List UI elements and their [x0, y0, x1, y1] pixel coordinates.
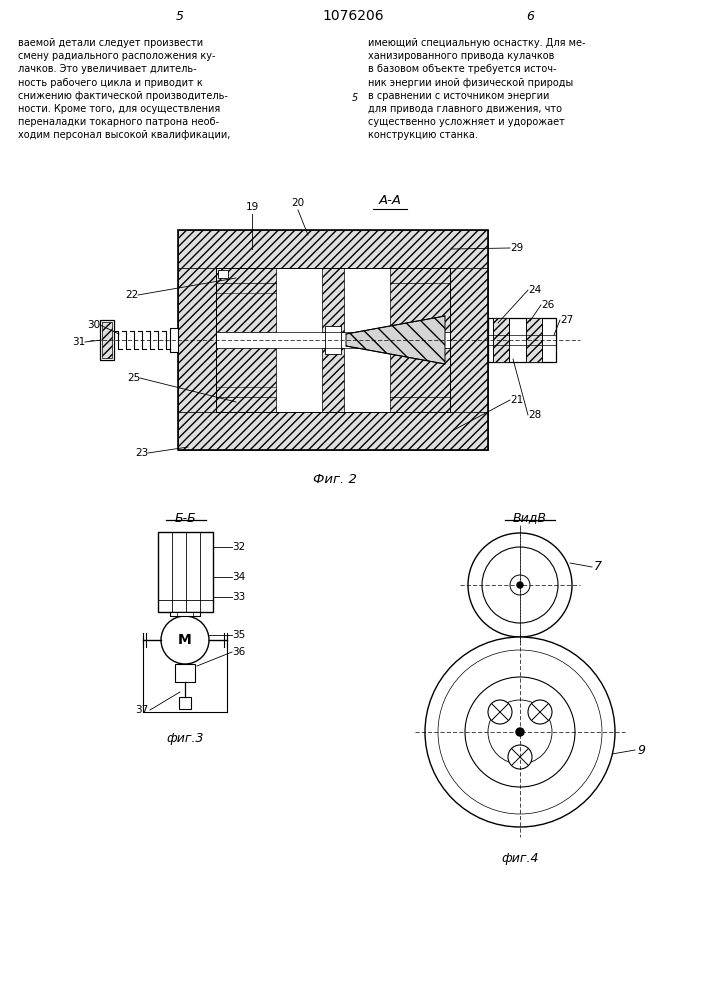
- Text: 37: 37: [135, 705, 148, 715]
- Circle shape: [516, 728, 524, 736]
- Text: 6: 6: [526, 10, 534, 23]
- Text: в сравнении с источником энергии: в сравнении с источником энергии: [368, 91, 549, 101]
- Circle shape: [465, 677, 575, 787]
- Text: 5: 5: [352, 93, 358, 103]
- Text: смену радиального расположения ку-: смену радиального расположения ку-: [18, 51, 216, 61]
- Bar: [390, 268, 450, 332]
- Text: 26: 26: [541, 300, 554, 310]
- Text: 27: 27: [560, 315, 573, 325]
- Circle shape: [488, 700, 552, 764]
- Bar: [488, 318, 556, 362]
- Text: 31: 31: [71, 337, 85, 347]
- Text: 7: 7: [594, 560, 602, 574]
- Text: 21: 21: [510, 395, 523, 405]
- Text: А-А: А-А: [378, 194, 402, 207]
- Text: 28: 28: [528, 410, 542, 420]
- Text: 36: 36: [232, 647, 245, 657]
- Text: конструкцию станка.: конструкцию станка.: [368, 130, 478, 140]
- Text: ханизированного привода кулачков: ханизированного привода кулачков: [368, 51, 554, 61]
- Text: 9: 9: [637, 744, 645, 756]
- Text: для привода главного движения, что: для привода главного движения, что: [368, 104, 562, 114]
- Text: ходим персонал высокой квалификации,: ходим персонал высокой квалификации,: [18, 130, 230, 140]
- Text: Б-Б: Б-Б: [175, 512, 197, 524]
- Circle shape: [482, 547, 558, 623]
- Text: лачков. Это увеличивает длитель-: лачков. Это увеличивает длитель-: [18, 64, 197, 74]
- Text: ВидВ: ВидВ: [513, 512, 547, 524]
- Bar: [450, 268, 488, 412]
- Text: 25: 25: [127, 373, 140, 383]
- Bar: [175, 664, 195, 682]
- Bar: [390, 348, 450, 412]
- Text: 35: 35: [232, 630, 245, 640]
- Text: ник энергии иной физической природы: ник энергии иной физической природы: [368, 78, 573, 88]
- Bar: [179, 697, 191, 709]
- Bar: [178, 230, 488, 268]
- Text: М: М: [178, 633, 192, 647]
- Circle shape: [517, 582, 523, 588]
- Text: ности. Кроме того, для осуществления: ности. Кроме того, для осуществления: [18, 104, 221, 114]
- Text: фиг.4: фиг.4: [501, 852, 539, 865]
- Bar: [526, 318, 542, 362]
- Text: 24: 24: [528, 285, 542, 295]
- Bar: [170, 612, 200, 616]
- Text: 30: 30: [87, 320, 100, 330]
- Circle shape: [510, 575, 530, 595]
- Circle shape: [438, 650, 602, 814]
- Bar: [216, 348, 276, 412]
- Circle shape: [528, 700, 552, 724]
- Bar: [102, 322, 112, 358]
- Text: 1076206: 1076206: [322, 9, 384, 23]
- Bar: [178, 268, 216, 412]
- Text: фиг.3: фиг.3: [166, 732, 204, 745]
- Circle shape: [508, 745, 532, 769]
- Text: 5: 5: [176, 10, 184, 23]
- Text: ваемой детали следует произвести: ваемой детали следует произвести: [18, 38, 203, 48]
- Bar: [216, 332, 450, 348]
- Text: снижению фактической производитель-: снижению фактической производитель-: [18, 91, 228, 101]
- Polygon shape: [346, 316, 445, 364]
- Bar: [178, 412, 488, 450]
- Bar: [493, 318, 509, 362]
- Circle shape: [425, 637, 615, 827]
- Text: 22: 22: [124, 290, 138, 300]
- Text: 23: 23: [135, 448, 148, 458]
- Bar: [322, 268, 344, 412]
- Bar: [170, 328, 178, 352]
- Text: 29: 29: [510, 243, 523, 253]
- Text: 32: 32: [232, 542, 245, 552]
- Text: существенно усложняет и удорожает: существенно усложняет и удорожает: [368, 117, 565, 127]
- Bar: [218, 270, 228, 278]
- Circle shape: [488, 700, 512, 724]
- Bar: [100, 320, 114, 360]
- Bar: [158, 532, 213, 612]
- Text: ность рабочего цикла и приводит к: ность рабочего цикла и приводит к: [18, 78, 203, 88]
- Text: 19: 19: [245, 202, 259, 212]
- Bar: [325, 326, 341, 354]
- Bar: [178, 230, 488, 450]
- Circle shape: [468, 533, 572, 637]
- Text: 33: 33: [232, 592, 245, 602]
- Circle shape: [161, 616, 209, 664]
- Text: имеющий специальную оснастку. Для ме-: имеющий специальную оснастку. Для ме-: [368, 38, 585, 48]
- Text: Фиг. 2: Фиг. 2: [313, 473, 357, 486]
- Text: в базовом объекте требуется источ-: в базовом объекте требуется источ-: [368, 64, 556, 74]
- Text: 20: 20: [291, 198, 305, 208]
- Text: 34: 34: [232, 572, 245, 582]
- Bar: [216, 268, 276, 332]
- Text: переналадки токарного патрона необ-: переналадки токарного патрона необ-: [18, 117, 219, 127]
